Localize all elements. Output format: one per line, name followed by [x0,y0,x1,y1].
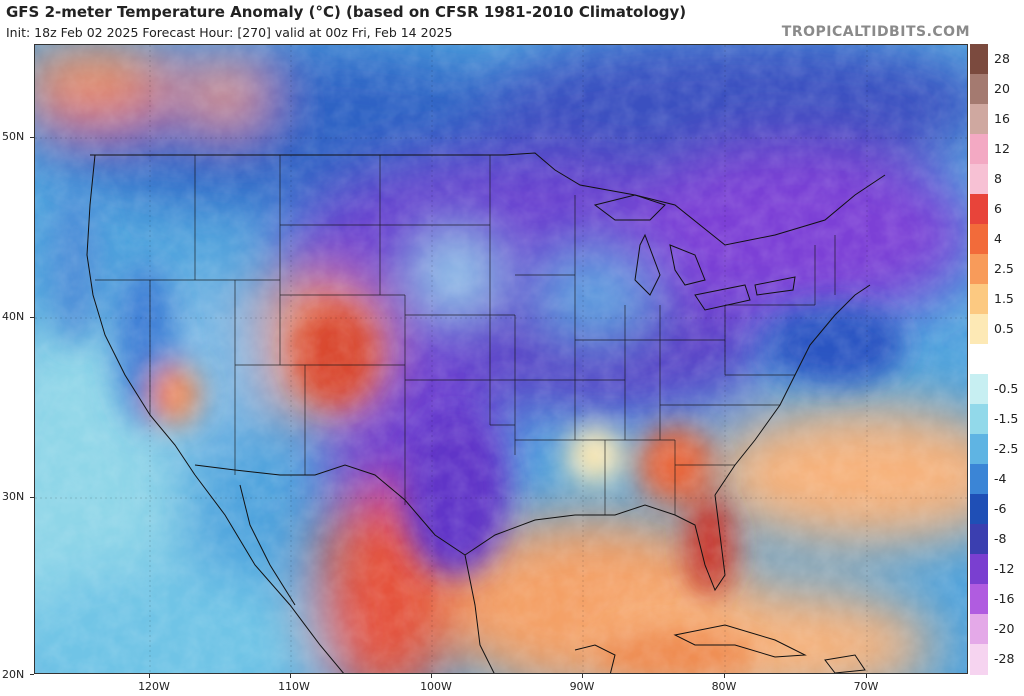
colorbar-label: 20 [994,81,1010,96]
lon-tick-120 [149,674,150,678]
colorbar-swatch [970,464,1024,495]
colorbar-swatch [970,224,1024,255]
colorbar-label: 28 [994,51,1010,66]
colorbar-swatch [970,74,1024,105]
lat-tick-50 [30,137,34,138]
anomaly-field [35,45,967,673]
colorbar-label: 1.5 [994,291,1014,306]
lon-tick-110 [290,674,291,678]
colorbar-swatch [970,554,1024,585]
lon-tick-100 [431,674,432,678]
graticule [35,45,967,673]
lon-label-100: 100W [420,680,452,693]
colorbar-swatch [970,494,1024,525]
colorbar-label: 4 [994,231,1002,246]
forecast-info: Init: 18z Feb 02 2025 Forecast Hour: [27… [6,25,453,40]
state-boundaries [95,155,836,515]
lon-label-110: 110W [278,680,310,693]
chart-title: GFS 2-meter Temperature Anomaly (°C) (ba… [6,3,687,21]
colorbar-label: -1.5 [994,411,1019,426]
lon-tick-90 [582,674,583,678]
source-watermark[interactable]: TROPICALTIDBITS.COM [781,24,970,40]
colorbar-label: -6 [994,501,1007,516]
colorbar-swatch [970,404,1024,435]
colorbar-swatch [970,104,1024,135]
colorbar-label: -12 [994,561,1015,576]
colorbar-label: -8 [994,531,1007,546]
colorbar-swatch [970,284,1024,315]
lat-tick-30 [30,497,34,498]
lat-label-50: 50N [2,130,25,143]
colorbar-swatch [970,644,1024,675]
colorbar-label: 0.5 [994,321,1014,336]
anomaly-map[interactable] [34,44,968,674]
lat-tick-40 [30,317,34,318]
lon-label-70: 70W [853,680,879,693]
colorbar-label: -4 [994,471,1007,486]
lon-label-120: 120W [138,680,170,693]
colorbar-swatch [970,44,1024,75]
lon-label-90: 90W [569,680,595,693]
colorbar-swatch [970,164,1024,195]
lon-label-80: 80W [711,680,737,693]
colorbar-label: -0.5 [994,381,1019,396]
colorbar-label: -2.5 [994,441,1019,456]
colorbar-label: 8 [994,171,1002,186]
colorbar-swatch [970,524,1024,555]
colorbar-label: -16 [994,591,1015,606]
colorbar-swatch [970,134,1024,165]
lon-tick-70 [866,674,867,678]
colorbar-swatch [970,314,1024,345]
colorbar-swatch [970,254,1024,285]
colorbar-swatch [970,584,1024,615]
colorbar-label: -28 [994,651,1015,666]
lat-tick-20 [30,674,34,675]
colorbar-label: 12 [994,141,1010,156]
lat-label-30: 30N [2,490,25,503]
lat-label-20: 20N [2,668,25,681]
colorbar-label: -20 [994,621,1015,636]
colorbar-label: 6 [994,201,1002,216]
lon-tick-80 [724,674,725,678]
colorbar-legend: 28 20 16 12 8 6 4 2.5 1.5 0.5 -0.5 -1.5 -2.5 -4 -6 -8 -1… [970,44,1024,675]
colorbar-swatch [970,194,1024,225]
colorbar-swatch [970,344,1024,375]
colorbar-label: 2.5 [994,261,1014,276]
colorbar-swatch [970,434,1024,465]
colorbar-swatch [970,614,1024,645]
lat-label-40: 40N [2,310,25,323]
colorbar-label: 16 [994,111,1010,126]
colorbar-swatch [970,374,1024,405]
